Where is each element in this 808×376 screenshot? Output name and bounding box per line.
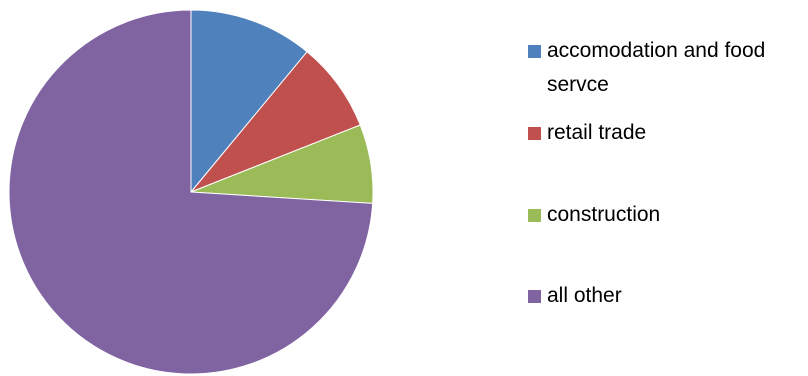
legend-item-accomodation-and-food-servce: accomodation and food servce — [528, 34, 797, 102]
legend-item-retail-trade: retail trade — [528, 116, 797, 150]
legend-label-accomodation-and-food-servce: accomodation and food servce — [547, 39, 766, 96]
legend-swatch-retail-trade — [528, 127, 541, 140]
pie-slice-retail-trade — [190, 51, 361, 193]
legend-label-retail-trade: retail trade — [547, 121, 647, 144]
legend-swatch-all-other — [528, 290, 541, 303]
legend-label-construction: construction — [547, 203, 661, 226]
pie-chart — [8, 9, 374, 375]
legend-swatch-accomodation-and-food-servce — [528, 45, 541, 58]
pie-slices — [8, 9, 374, 375]
legend-item-construction: construction — [528, 198, 797, 232]
legend-item-all-other: all other — [528, 279, 797, 313]
pie-slice-accomodation-and-food-servce — [190, 9, 308, 194]
pie-slice-all-other — [8, 9, 374, 375]
legend-swatch-construction — [528, 209, 541, 222]
legend-label-all-other: all other — [547, 284, 622, 307]
